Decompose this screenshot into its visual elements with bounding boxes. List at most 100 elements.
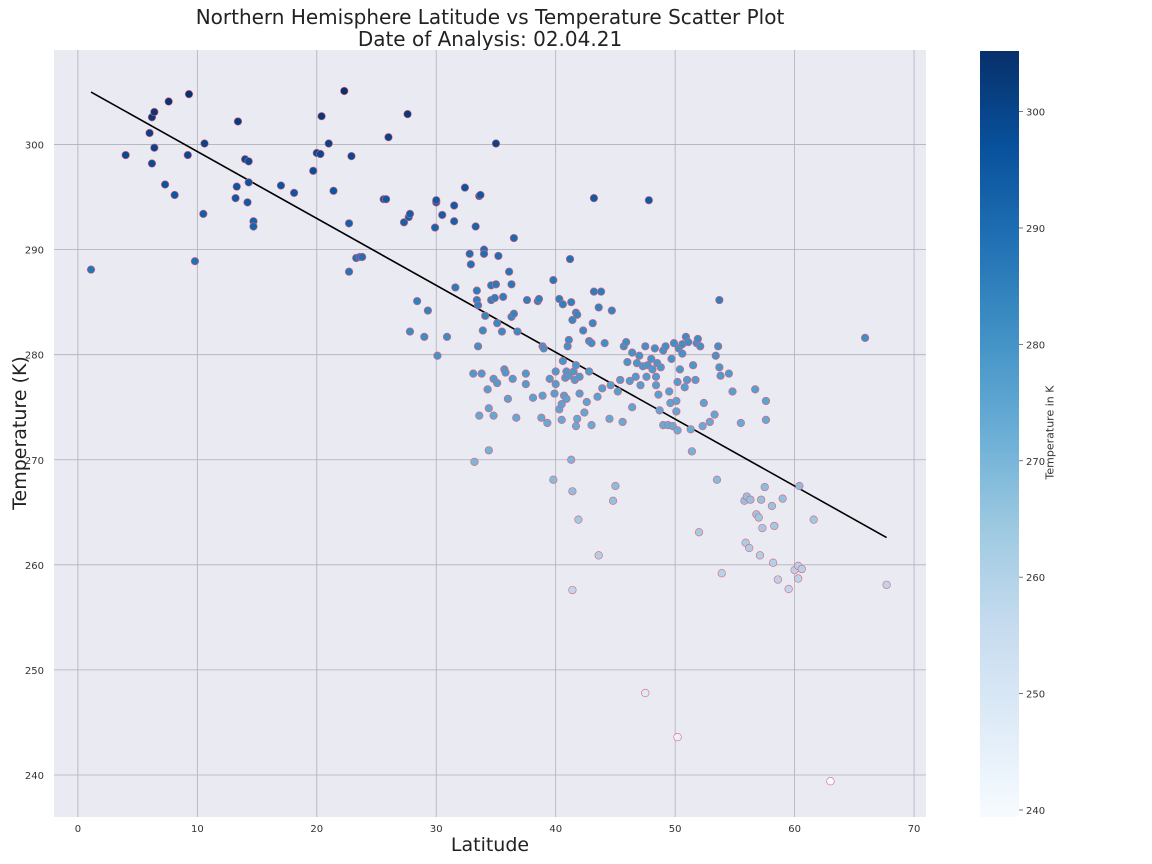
scatter-point bbox=[784, 584, 793, 594]
scatter-point bbox=[420, 332, 429, 341]
scatter-point bbox=[309, 166, 318, 175]
scatter-point bbox=[761, 415, 771, 424]
scatter-point bbox=[710, 410, 719, 419]
scatter-point bbox=[433, 351, 442, 360]
scatter-point bbox=[661, 342, 670, 351]
scatter-point bbox=[539, 344, 548, 353]
x-tick-label: 20 bbox=[310, 824, 323, 835]
scatter-point bbox=[580, 408, 589, 417]
scatter-point bbox=[423, 306, 432, 315]
scatter-point bbox=[244, 178, 253, 187]
scatter-point bbox=[550, 389, 559, 398]
scatter-point bbox=[672, 396, 681, 406]
scatter-point bbox=[606, 381, 615, 390]
y-tick-label: 270 bbox=[25, 456, 44, 467]
colorbar-tick-label: 240 bbox=[1026, 806, 1045, 817]
scatter-point bbox=[596, 287, 606, 296]
scatter-point bbox=[696, 342, 705, 351]
scatter-point bbox=[451, 283, 460, 292]
scatter-point bbox=[758, 523, 767, 533]
scatter-point bbox=[616, 375, 625, 385]
scatter-point bbox=[472, 286, 481, 295]
scatter-point bbox=[489, 411, 498, 420]
scatter-point bbox=[655, 406, 664, 415]
scatter-point bbox=[405, 209, 415, 219]
x-tick-label: 60 bbox=[788, 824, 801, 835]
scatter-point bbox=[635, 351, 644, 360]
scatter-point bbox=[200, 139, 209, 148]
scatter-point bbox=[686, 425, 695, 434]
scatter-point bbox=[623, 357, 632, 367]
scatter-point bbox=[150, 143, 159, 152]
scatter-point bbox=[493, 378, 502, 388]
scatter-point bbox=[631, 372, 640, 381]
scatter-point bbox=[145, 128, 154, 138]
scatter-point bbox=[470, 457, 479, 466]
scatter-point bbox=[761, 396, 771, 406]
scatter-point bbox=[797, 564, 806, 574]
scatter-point bbox=[589, 287, 599, 296]
scatter-point bbox=[465, 249, 474, 258]
scatter-point bbox=[605, 414, 614, 423]
scatter-point bbox=[628, 403, 637, 412]
scatter-point bbox=[778, 494, 787, 503]
scatter-point bbox=[760, 482, 769, 492]
scatter-point bbox=[558, 356, 567, 366]
scatter-point bbox=[628, 348, 637, 357]
scatter-point bbox=[711, 351, 720, 360]
scatter-point bbox=[608, 496, 618, 505]
scatter-point bbox=[399, 218, 409, 227]
scatter-point bbox=[170, 190, 179, 200]
scatter-point bbox=[551, 380, 560, 389]
scatter-point bbox=[499, 292, 508, 302]
scatter-point bbox=[521, 380, 530, 389]
scatter-point bbox=[316, 149, 325, 159]
scatter-point bbox=[522, 295, 532, 305]
scatter-point bbox=[613, 387, 622, 396]
scatter-point bbox=[716, 371, 725, 380]
scatter-point bbox=[232, 182, 241, 191]
scatter-point bbox=[667, 354, 676, 364]
scatter-point bbox=[473, 301, 483, 310]
scatter-point bbox=[673, 377, 682, 387]
scatter-point bbox=[508, 374, 517, 383]
scatter-point bbox=[344, 219, 354, 228]
y-tick-label: 280 bbox=[25, 351, 44, 362]
scatter-point bbox=[276, 181, 286, 190]
scatter-point bbox=[481, 311, 490, 320]
scatter-point bbox=[699, 398, 708, 408]
scatter-point bbox=[384, 133, 393, 142]
scatter-point bbox=[471, 222, 480, 231]
scatter-point bbox=[512, 413, 521, 422]
scatter-point bbox=[558, 300, 567, 309]
scatter-point bbox=[648, 365, 657, 374]
scatter-point bbox=[651, 372, 661, 381]
scatter-point bbox=[672, 407, 681, 416]
scatter-point bbox=[767, 501, 777, 511]
scatter-point bbox=[490, 293, 499, 303]
scatter-point bbox=[450, 201, 459, 210]
x-tick-label: 30 bbox=[430, 824, 443, 835]
scatter-point bbox=[673, 426, 682, 435]
scatter-point bbox=[405, 327, 415, 336]
scatter-point bbox=[600, 339, 609, 348]
scatter-point bbox=[568, 585, 577, 595]
scatter-point bbox=[543, 418, 552, 428]
scatter-point bbox=[573, 310, 582, 319]
scatter-point bbox=[656, 363, 665, 372]
scatter-point bbox=[478, 326, 487, 335]
colorbar-tick-label: 280 bbox=[1026, 340, 1045, 351]
scatter-point bbox=[715, 363, 724, 372]
scatter-point bbox=[491, 139, 501, 148]
scatter-point bbox=[693, 334, 702, 344]
scatter-point bbox=[715, 295, 724, 305]
scatter-point bbox=[538, 391, 547, 400]
scatter-point bbox=[358, 252, 367, 262]
scatter-point bbox=[587, 339, 596, 348]
colorbar-tick-label: 260 bbox=[1026, 573, 1045, 584]
scatter-point bbox=[647, 354, 656, 364]
scatter-point bbox=[564, 335, 573, 345]
scatter-point bbox=[493, 319, 502, 328]
